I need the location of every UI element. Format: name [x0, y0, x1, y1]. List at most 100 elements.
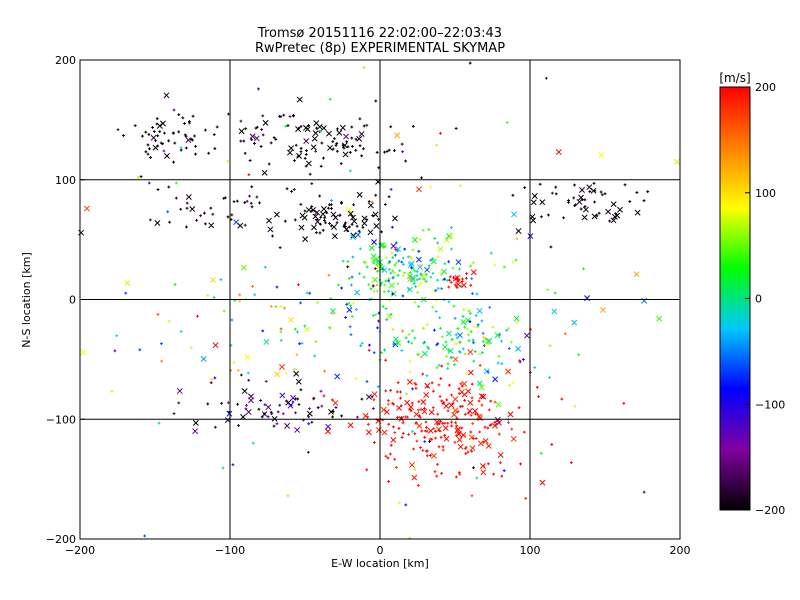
scatter-point-plus: [350, 223, 354, 226]
scatter-point-x: [467, 349, 474, 356]
scatter-point-plus: [244, 127, 248, 131]
scatter-point-plus: [259, 145, 263, 148]
scatter-point-plus: [222, 309, 226, 313]
scatter-point-plus: [418, 415, 422, 419]
scatter-point-plus: [422, 341, 425, 345]
scatter-point-plus: [334, 406, 338, 409]
scatter-point-plus: [481, 340, 485, 344]
scatter-point-plus: [116, 128, 120, 132]
scatter-point-plus: [331, 415, 335, 419]
scatter-point-plus: [456, 410, 460, 413]
scatter-point-plus: [410, 341, 414, 345]
scatter-point-plus: [160, 342, 163, 346]
scatter-point-plus: [177, 130, 181, 134]
scatter-point-plus: [498, 333, 502, 337]
scatter-point-plus: [194, 152, 197, 156]
scatter-point-x: [381, 429, 388, 436]
scatter-point-plus: [550, 191, 554, 195]
scatter-point-plus: [177, 401, 181, 405]
scatter-point-plus: [226, 159, 229, 163]
scatter-point-plus: [246, 371, 250, 375]
scatter-point-plus: [274, 137, 278, 141]
scatter-point-plus: [433, 470, 437, 474]
scatter-point-plus: [469, 430, 473, 434]
scatter-point-plus: [160, 359, 164, 363]
scatter-point-x: [674, 158, 680, 165]
scatter-point-plus: [305, 291, 309, 295]
scatter-point-plus: [346, 229, 349, 233]
scatter-point-plus: [320, 141, 324, 145]
scatter-point-plus: [212, 296, 216, 299]
scatter-point-plus: [206, 294, 210, 297]
scatter-point-plus: [404, 503, 408, 507]
scatter-point-plus: [319, 164, 323, 168]
scatter-point-plus: [376, 264, 379, 267]
scatter-point-plus: [239, 139, 243, 143]
scatter-point-plus: [255, 195, 259, 199]
scatter-point-plus: [413, 468, 417, 471]
scatter-point-plus: [401, 431, 405, 435]
scatter-point-plus: [467, 339, 471, 343]
scatter-point-plus: [414, 284, 417, 288]
scatter-point-x: [185, 194, 192, 200]
y-tick-label: −200: [46, 533, 76, 546]
scatter-point-plus: [450, 226, 453, 230]
scatter-point-plus: [183, 133, 187, 137]
scatter-point-x: [448, 232, 455, 239]
scatter-point-x: [421, 350, 428, 357]
scatter-point-x: [420, 399, 427, 405]
scatter-point-plus: [445, 354, 449, 358]
scatter-point-plus: [226, 215, 230, 219]
scatter-point-plus: [407, 333, 411, 336]
scatter-point-x: [192, 428, 199, 435]
scatter-point-plus: [422, 326, 425, 330]
scatter-point-plus: [435, 299, 438, 303]
scatter-point-plus: [283, 219, 287, 223]
scatter-point-plus: [206, 402, 210, 406]
scatter-point-plus: [250, 185, 254, 189]
scatter-point-x: [480, 393, 487, 400]
scatter-point-plus: [243, 201, 247, 204]
scatter-point-plus: [403, 247, 407, 251]
scatter-point-x: [371, 276, 378, 283]
scatter-point-plus: [453, 440, 457, 444]
scatter-point-plus: [191, 114, 195, 118]
scatter-point-plus: [227, 112, 230, 116]
scatter-point-plus: [386, 456, 390, 460]
scatter-point-plus: [366, 415, 370, 419]
scatter-point-plus: [336, 127, 339, 131]
scatter-point-plus: [383, 203, 387, 206]
scatter-point-plus: [327, 273, 331, 277]
scatter-point-plus: [220, 401, 224, 405]
scatter-point-plus: [454, 475, 458, 479]
scatter-point-plus: [423, 407, 426, 410]
scatter-point-x: [610, 217, 617, 224]
scatter-point-x: [296, 96, 303, 103]
scatter-point-x: [279, 364, 285, 370]
scatter-point-plus: [486, 370, 490, 374]
scatter-point-plus: [468, 312, 472, 315]
scatter-point-plus: [401, 256, 405, 260]
scatter-point-plus: [304, 164, 308, 168]
scatter-point-plus: [172, 412, 176, 416]
scatter-point-x: [452, 407, 459, 414]
scatter-point-plus: [441, 422, 445, 425]
scatter-point-plus: [310, 205, 314, 208]
scatter-point-plus: [510, 340, 513, 344]
scatter-point-plus: [411, 124, 415, 128]
scatter-point-plus: [276, 410, 280, 414]
scatter-point-plus: [147, 181, 151, 185]
scatter-point-x: [390, 243, 397, 249]
scatter-point-plus: [303, 209, 307, 213]
scatter-point-plus: [387, 480, 391, 483]
scatter-point-plus: [484, 337, 488, 341]
scatter-point-plus: [314, 340, 318, 343]
scatter-point-x: [530, 217, 537, 224]
scatter-point-plus: [533, 366, 537, 369]
scatter-point-plus: [374, 313, 378, 317]
scatter-point-plus: [162, 149, 166, 153]
scatter-point-plus: [251, 284, 254, 288]
scatter-point-plus: [419, 446, 423, 449]
scatter-point-plus: [408, 370, 412, 374]
